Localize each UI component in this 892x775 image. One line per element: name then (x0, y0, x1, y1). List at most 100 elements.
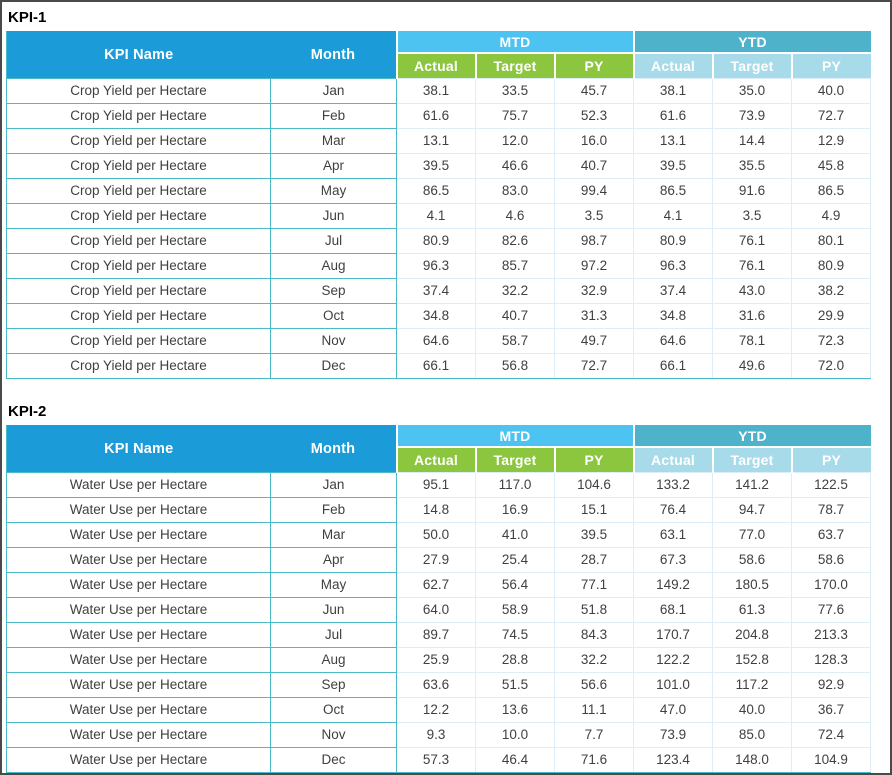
value-cell: 40.0 (712, 697, 793, 723)
kpi-name-cell: Water Use per Hectare (6, 722, 271, 748)
kpi-name-cell: Crop Yield per Hectare (6, 128, 271, 154)
value-cell: 49.6 (712, 353, 793, 379)
value-cell: 57.3 (396, 747, 476, 773)
kpi2-title: KPI-2 (8, 403, 47, 420)
table-row: Water Use per Hectare Jul 89.7 74.5 84.3 170.… (6, 622, 872, 648)
kpi-name-cell: Crop Yield per Hectare (6, 78, 271, 104)
value-cell: 28.7 (553, 547, 635, 573)
value-cell: 141.2 (712, 472, 793, 498)
value-cell: 49.7 (553, 328, 635, 354)
table-row: Water Use per Hectare Jan 95.1 117.0 104.6 13… (6, 472, 872, 498)
kpi-name-cell: Water Use per Hectare (6, 472, 271, 498)
table-row: Crop Yield per Hectare Apr 39.5 46.6 40.7 39.… (6, 153, 872, 179)
value-cell: 16.0 (553, 128, 635, 154)
month-cell: Aug (270, 253, 397, 279)
value-cell: 12.0 (475, 128, 555, 154)
value-cell: 149.2 (633, 572, 714, 598)
table-row: Water Use per Hectare Nov 9.3 10.0 7.7 73.9 85… (6, 722, 872, 748)
ytd-group-header: YTD (632, 425, 871, 448)
month-cell: Nov (270, 328, 397, 354)
value-cell: 97.2 (553, 253, 635, 279)
value-cell: 170.0 (791, 572, 872, 598)
table-row: Crop Yield per Hectare Aug 96.3 85.7 97.2 96.… (6, 253, 872, 279)
value-cell: 82.6 (475, 228, 555, 254)
value-cell: 83.0 (475, 178, 555, 204)
month-cell: Jun (270, 203, 397, 229)
value-cell: 50.0 (396, 522, 476, 548)
value-cell: 4.1 (396, 203, 476, 229)
value-cell: 86.5 (791, 178, 872, 204)
value-cell: 15.1 (553, 497, 635, 523)
table-row: Water Use per Hectare Dec 57.3 46.4 71.6 123.… (6, 747, 872, 773)
value-cell: 101.0 (633, 672, 714, 698)
value-cell: 40.7 (475, 303, 555, 329)
value-cell: 61.3 (712, 597, 793, 623)
value-cell: 12.2 (396, 697, 476, 723)
value-cell: 35.5 (712, 153, 793, 179)
table-row: Water Use per Hectare Mar 50.0 41.0 39.5 63.1… (6, 522, 872, 548)
table-row: Crop Yield per Hectare Nov 64.6 58.7 49.7 64.… (6, 328, 872, 354)
value-cell: 152.8 (712, 647, 793, 673)
value-cell: 63.1 (633, 522, 714, 548)
value-cell: 80.9 (791, 253, 872, 279)
table-row: Crop Yield per Hectare Jun 4.1 4.6 3.5 4.1 3.5… (6, 203, 872, 229)
value-cell: 4.1 (633, 203, 714, 229)
kpi-name-cell: Water Use per Hectare (6, 572, 271, 598)
value-cell: 91.6 (712, 178, 793, 204)
kpi-name-cell: Crop Yield per Hectare (6, 253, 271, 279)
value-cell: 4.6 (475, 203, 555, 229)
value-cell: 180.5 (712, 572, 793, 598)
kpi-name-cell: Water Use per Hectare (6, 497, 271, 523)
value-cell: 67.3 (633, 547, 714, 573)
month-cell: Sep (270, 278, 397, 304)
kpi-name-cell: Crop Yield per Hectare (6, 103, 271, 129)
ytd-py-header: PY (790, 447, 871, 473)
value-cell: 77.6 (791, 597, 872, 623)
value-cell: 10.0 (475, 722, 555, 748)
value-cell: 117.0 (475, 472, 555, 498)
value-cell: 66.1 (396, 353, 476, 379)
value-cell: 96.3 (396, 253, 476, 279)
month-cell: Sep (270, 672, 397, 698)
value-cell: 72.7 (553, 353, 635, 379)
value-cell: 92.9 (791, 672, 872, 698)
kpi-name-cell: Water Use per Hectare (6, 522, 271, 548)
month-cell: May (270, 572, 397, 598)
value-cell: 38.1 (633, 78, 714, 104)
value-cell: 78.1 (712, 328, 793, 354)
ytd-py-header: PY (790, 53, 871, 79)
value-cell: 64.6 (396, 328, 476, 354)
value-cell: 45.8 (791, 153, 872, 179)
value-cell: 40.0 (791, 78, 872, 104)
value-cell: 148.0 (712, 747, 793, 773)
value-cell: 16.9 (475, 497, 555, 523)
month-cell: May (270, 178, 397, 204)
ytd-actual-header: Actual (632, 53, 713, 79)
value-cell: 80.9 (633, 228, 714, 254)
value-cell: 37.4 (396, 278, 476, 304)
value-cell: 98.7 (553, 228, 635, 254)
value-cell: 58.9 (475, 597, 555, 623)
month-cell: Jul (270, 228, 397, 254)
month-cell: Jun (270, 597, 397, 623)
value-cell: 14.8 (396, 497, 476, 523)
value-cell: 99.4 (553, 178, 635, 204)
kpi-name-cell: Water Use per Hectare (6, 597, 271, 623)
value-cell: 3.5 (553, 203, 635, 229)
value-cell: 33.5 (475, 78, 555, 104)
mtd-target-header: Target (474, 447, 555, 473)
month-cell: Aug (270, 647, 397, 673)
value-cell: 61.6 (396, 103, 476, 129)
value-cell: 63.7 (791, 522, 872, 548)
value-cell: 77.0 (712, 522, 793, 548)
month-cell: Dec (270, 353, 397, 379)
kpi2-table-body: Water Use per Hectare Jan 95.1 117.0 104.6 13… (6, 472, 872, 773)
value-cell: 3.5 (712, 203, 793, 229)
value-cell: 61.6 (633, 103, 714, 129)
value-cell: 7.7 (553, 722, 635, 748)
value-cell: 62.7 (396, 572, 476, 598)
mtd-py-header: PY (553, 53, 634, 79)
value-cell: 9.3 (396, 722, 476, 748)
value-cell: 128.3 (791, 647, 872, 673)
table-row: Water Use per Hectare May 62.7 56.4 77.1 149.… (6, 572, 872, 598)
